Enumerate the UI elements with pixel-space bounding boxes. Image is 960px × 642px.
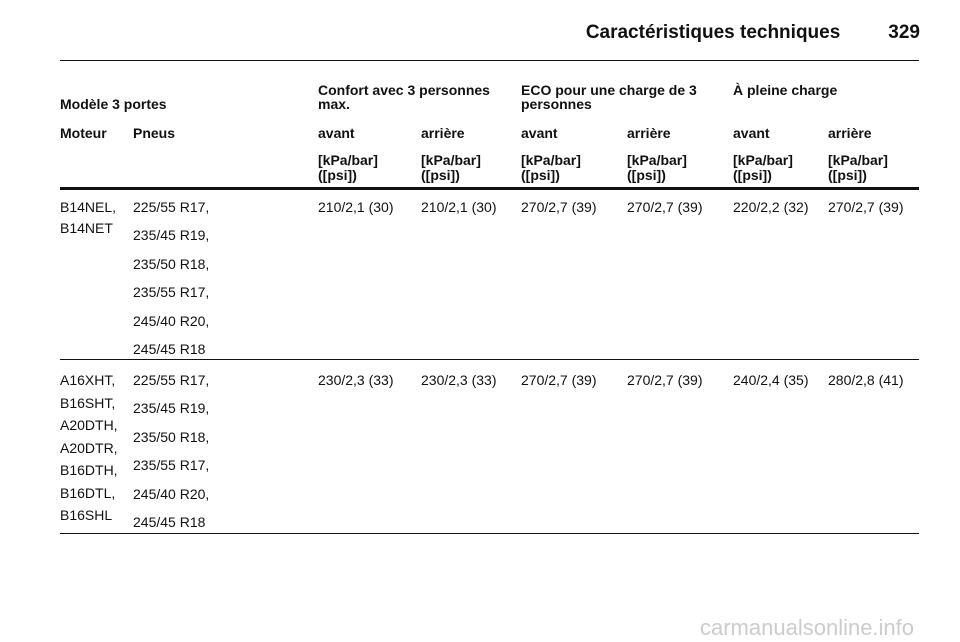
- engine: A20DTR,: [60, 439, 118, 456]
- tyre-size: 235/50 R18,: [133, 255, 210, 272]
- engine: B16SHT,: [60, 394, 116, 411]
- rule: [60, 60, 919, 61]
- title: Caractéristiques techniques: [585, 22, 841, 43]
- rule: [60, 359, 919, 360]
- engine: A20DTH,: [60, 417, 118, 433]
- column-header: arrière: [828, 125, 872, 141]
- page-number: 329: [888, 22, 920, 43]
- pressure: 270/2,7 (39): [521, 199, 597, 215]
- tyre-size: 235/55 R17,: [133, 457, 210, 474]
- group-header: À pleine charge: [733, 82, 838, 98]
- pressure: 280/2,8 (41): [828, 372, 904, 388]
- model-label: Modèle 3 portes: [60, 96, 167, 112]
- tyre-size: 245/45 R18: [133, 514, 206, 530]
- rule: [60, 533, 919, 534]
- column-header: arrière: [627, 125, 671, 141]
- tyre-size: 245/45 R18: [133, 341, 206, 357]
- engine: B14NET: [60, 220, 113, 236]
- group-header: Confort avec 3 personnes max.: [318, 82, 490, 112]
- pressure: 230/2,3 (33): [318, 372, 394, 388]
- watermark: carmanualsonline.info: [700, 615, 915, 640]
- engine: B16DTL,: [60, 484, 116, 501]
- pressure: 240/2,4 (35): [733, 372, 809, 388]
- unit-label: [kPa/bar] ([psi]): [521, 152, 581, 183]
- tyre-size: 245/40 R20,: [133, 312, 210, 329]
- pressure: 270/2,7 (39): [521, 372, 597, 388]
- pressure: 270/2,7 (39): [627, 372, 703, 388]
- engine: B16DTH,: [60, 462, 118, 478]
- rule: [60, 187, 919, 190]
- tyre-size: 235/55 R17,: [133, 284, 210, 301]
- unit-label: [kPa/bar] ([psi]): [828, 152, 888, 183]
- tyre-size: 245/40 R20,: [133, 485, 210, 502]
- engine: B14NEL,: [60, 199, 117, 215]
- pressure: 270/2,7 (39): [627, 199, 703, 215]
- pressure: 210/2,1 (30): [318, 199, 394, 215]
- tyre-size: 235/45 R19,: [133, 227, 210, 244]
- unit-label: [kPa/bar] ([psi]): [318, 152, 378, 183]
- unit-label: [kPa/bar] ([psi]): [421, 152, 481, 183]
- pressure: 230/2,3 (33): [421, 372, 497, 388]
- unit-label: [kPa/bar] ([psi]): [733, 152, 793, 183]
- column-header: Moteur: [60, 125, 107, 141]
- column-header: avant: [521, 125, 558, 141]
- engine: A16XHT,: [60, 372, 116, 388]
- page-title: Caractéristiques techniques 329: [586, 22, 920, 44]
- tyre-size: 225/55 R17,: [133, 199, 210, 215]
- column-header: arrière: [421, 125, 465, 141]
- column-header: Pneus: [133, 125, 176, 141]
- engine: B16SHL: [60, 507, 113, 523]
- pressure: 270/2,7 (39): [828, 199, 904, 215]
- pressure: 210/2,1 (30): [421, 199, 497, 215]
- pressure: 220/2,2 (32): [733, 199, 809, 215]
- group-header: ECO pour une charge de 3 personnes: [521, 82, 697, 112]
- tyre-size: 235/45 R19,: [133, 400, 210, 417]
- tyre-size: 235/50 R18,: [133, 428, 210, 445]
- unit-label: [kPa/bar] ([psi]): [627, 152, 687, 183]
- column-header: avant: [318, 125, 355, 141]
- tyre-size: 225/55 R17,: [133, 372, 210, 388]
- column-header: avant: [733, 125, 770, 141]
